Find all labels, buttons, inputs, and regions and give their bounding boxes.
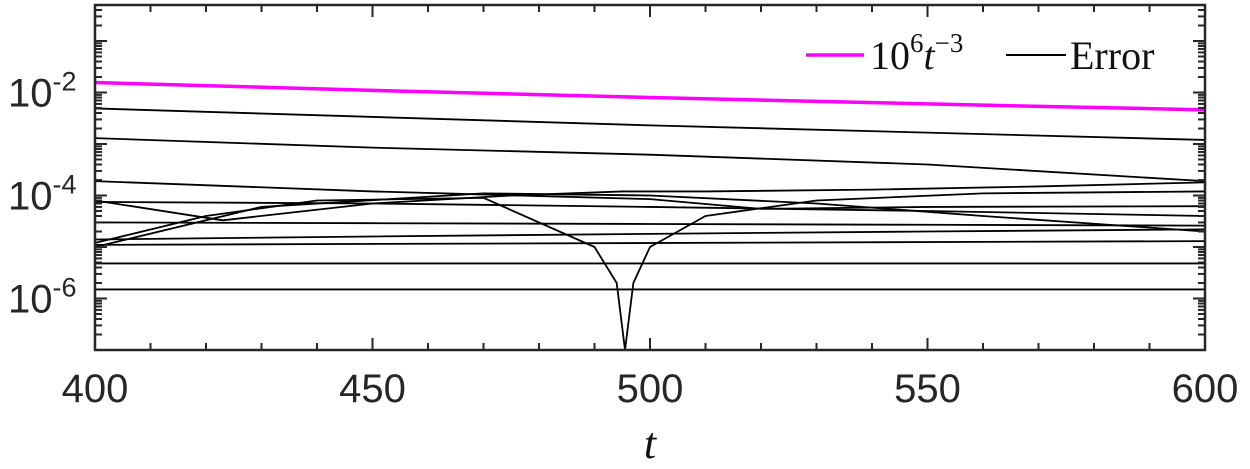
- series-error-line: [95, 201, 1205, 217]
- series-error-line: [95, 192, 1205, 248]
- series-error-line: [95, 107, 1205, 141]
- legend-label-reference: 106t−3: [870, 28, 963, 78]
- x-axis-label: t: [644, 419, 658, 468]
- y-tick-label: 10-6: [8, 272, 77, 321]
- tick-labels: 400 450 500 550 600 10-6 10-4 10-2: [8, 66, 1238, 411]
- series-error-line: [95, 180, 1205, 210]
- series-error-line: [95, 137, 1205, 183]
- legend: 106t−3 Error: [806, 28, 1154, 78]
- x-tick-label: 450: [339, 367, 406, 411]
- axes: [93, 3, 1207, 352]
- x-tick-label: 500: [617, 367, 684, 411]
- series-reference-line: [95, 80, 1205, 112]
- y-tick-label: 10-4: [8, 169, 77, 218]
- y-tick-label: 10-2: [8, 66, 77, 115]
- x-tick-label: 600: [1172, 367, 1239, 411]
- series-error-line: [95, 190, 1205, 350]
- series-group: [95, 80, 1205, 350]
- series-error-line: [95, 181, 1205, 222]
- series-error-line: [95, 228, 1205, 241]
- x-tick-label: 400: [62, 367, 129, 411]
- legend-label-error: Error: [1070, 33, 1154, 78]
- axes-frame: [93, 3, 1207, 352]
- x-tick-label: 550: [894, 367, 961, 411]
- plot-area: [95, 80, 1205, 350]
- series-error-line: [95, 240, 1205, 246]
- series-error-line: [95, 221, 1205, 227]
